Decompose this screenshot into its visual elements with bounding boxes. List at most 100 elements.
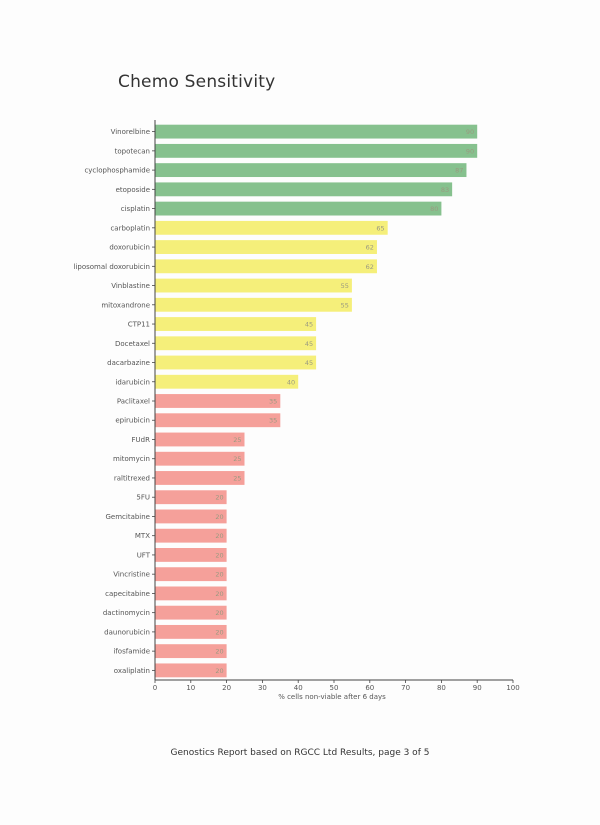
bar-ifosfamide bbox=[155, 644, 227, 659]
category-label: cisplatin bbox=[121, 205, 150, 213]
data-label: 90 bbox=[466, 147, 474, 155]
bar-etoposide bbox=[155, 182, 453, 197]
data-label: 83 bbox=[441, 186, 449, 194]
bar-ctp11 bbox=[155, 317, 317, 331]
x-tick-label: 10 bbox=[186, 684, 195, 692]
data-label: 62 bbox=[366, 263, 374, 271]
category-label: doxorubicin bbox=[109, 244, 150, 252]
bar-raltitrexed bbox=[155, 471, 245, 485]
category-labels-group: Vinorelbine topotecan cyclophosphamide etop… bbox=[74, 128, 151, 675]
category-label: dacarbazine bbox=[107, 359, 150, 367]
page-title: Chemo Sensitivity bbox=[118, 72, 276, 92]
x-tick-label: 100 bbox=[506, 684, 519, 692]
data-label: 45 bbox=[305, 321, 313, 329]
category-label: topotecan bbox=[115, 147, 150, 155]
category-label: FUdR bbox=[132, 436, 151, 444]
category-label: mitomycin bbox=[113, 455, 150, 463]
category-label: idarubicin bbox=[115, 378, 150, 386]
bar-cisplatin bbox=[155, 201, 442, 216]
data-label: 87 bbox=[455, 167, 463, 175]
data-label: 62 bbox=[366, 244, 374, 252]
data-label: 55 bbox=[341, 301, 349, 309]
page-footer: Genostics Report based on RGCC Ltd Resul… bbox=[170, 748, 430, 758]
bar-idarubicin bbox=[155, 374, 299, 389]
bars-group bbox=[155, 124, 478, 678]
category-label: Vinblastine bbox=[111, 282, 150, 290]
data-label: 20 bbox=[215, 571, 223, 579]
data-label: 20 bbox=[215, 494, 223, 502]
category-label: MTX bbox=[135, 532, 150, 540]
data-labels-group: 90 90 87 83 80 65 62 62 55 55 45 45 45 40 35 35 25 25 25 20… bbox=[215, 128, 474, 675]
bar-epirubicin bbox=[155, 413, 281, 428]
category-label: epirubicin bbox=[115, 417, 150, 425]
data-label: 25 bbox=[233, 455, 241, 463]
data-label: 20 bbox=[215, 609, 223, 617]
bar-5fu bbox=[155, 490, 227, 505]
data-label: 20 bbox=[215, 532, 223, 540]
x-ticks-group: 0 10 20 30 40 50 60 70 80 90 100 bbox=[153, 680, 520, 692]
bar-carboplatin bbox=[155, 220, 388, 235]
category-label: daunorubicin bbox=[104, 628, 150, 636]
bar-mtx bbox=[155, 528, 227, 543]
x-tick-label: 40 bbox=[294, 684, 303, 692]
category-label: Docetaxel bbox=[115, 340, 150, 348]
bar-mitoxandrone bbox=[155, 297, 352, 312]
data-label: 25 bbox=[233, 436, 241, 444]
category-label: liposomal doxorubicin bbox=[74, 263, 150, 271]
x-tick-label: 50 bbox=[330, 684, 339, 692]
data-label: 20 bbox=[215, 551, 223, 559]
category-label: Vinorelbine bbox=[111, 128, 150, 136]
bar-daunorubicin bbox=[155, 624, 227, 639]
bar-fudr bbox=[155, 432, 245, 447]
bar-dacarbazine bbox=[155, 355, 317, 370]
category-label: etoposide bbox=[116, 186, 150, 194]
data-label: 20 bbox=[215, 590, 223, 598]
category-label: Gemcitabine bbox=[105, 513, 150, 521]
x-tick-label: 30 bbox=[258, 684, 267, 692]
bar-cyclophosphamide bbox=[155, 163, 467, 178]
bar-vinorelbine bbox=[155, 124, 478, 139]
bar-uft bbox=[155, 548, 227, 562]
data-label: 25 bbox=[233, 474, 241, 482]
category-label: UFT bbox=[137, 551, 151, 559]
x-axis-label: % cells non-viable after 6 days bbox=[278, 693, 386, 701]
category-label: capecitabine bbox=[105, 590, 150, 598]
data-label: 35 bbox=[269, 398, 277, 406]
bar-docetaxel bbox=[155, 336, 317, 351]
category-label: 5FU bbox=[136, 494, 150, 502]
category-label: raltitrexed bbox=[114, 474, 150, 482]
data-label: 35 bbox=[269, 417, 277, 425]
data-label: 20 bbox=[215, 628, 223, 636]
category-label: dactinomycin bbox=[103, 609, 150, 617]
bar-dactinomycin bbox=[155, 605, 227, 620]
x-tick-label: 80 bbox=[437, 684, 446, 692]
category-label: ifosfamide bbox=[113, 648, 150, 656]
category-label: cyclophosphamide bbox=[84, 167, 150, 175]
category-label: mitoxandrone bbox=[101, 301, 150, 309]
x-tick-label: 70 bbox=[401, 684, 410, 692]
bar-liposomal-doxorubicin bbox=[155, 259, 377, 274]
bar-vincristine bbox=[155, 567, 227, 582]
category-label: CTP11 bbox=[128, 321, 150, 329]
category-label: oxaliplatin bbox=[114, 667, 150, 675]
data-label: 55 bbox=[341, 282, 349, 290]
x-tick-label: 0 bbox=[153, 684, 157, 692]
x-tick-label: 20 bbox=[222, 684, 231, 692]
category-label: carboplatin bbox=[110, 224, 150, 232]
data-label: 45 bbox=[305, 359, 313, 367]
x-tick-label: 60 bbox=[365, 684, 374, 692]
bar-mitomycin bbox=[155, 451, 245, 466]
category-label: Vincristine bbox=[113, 571, 150, 579]
x-tick-label: 90 bbox=[473, 684, 482, 692]
data-label: 80 bbox=[430, 205, 438, 213]
category-label: Paclitaxel bbox=[117, 398, 150, 406]
data-label: 20 bbox=[215, 667, 223, 675]
bar-doxorubicin bbox=[155, 240, 377, 254]
data-label: 20 bbox=[215, 513, 223, 521]
data-label: 20 bbox=[215, 648, 223, 656]
data-label: 65 bbox=[376, 224, 384, 232]
bar-oxaliplatin bbox=[155, 663, 227, 678]
bar-capecitabine bbox=[155, 586, 227, 601]
